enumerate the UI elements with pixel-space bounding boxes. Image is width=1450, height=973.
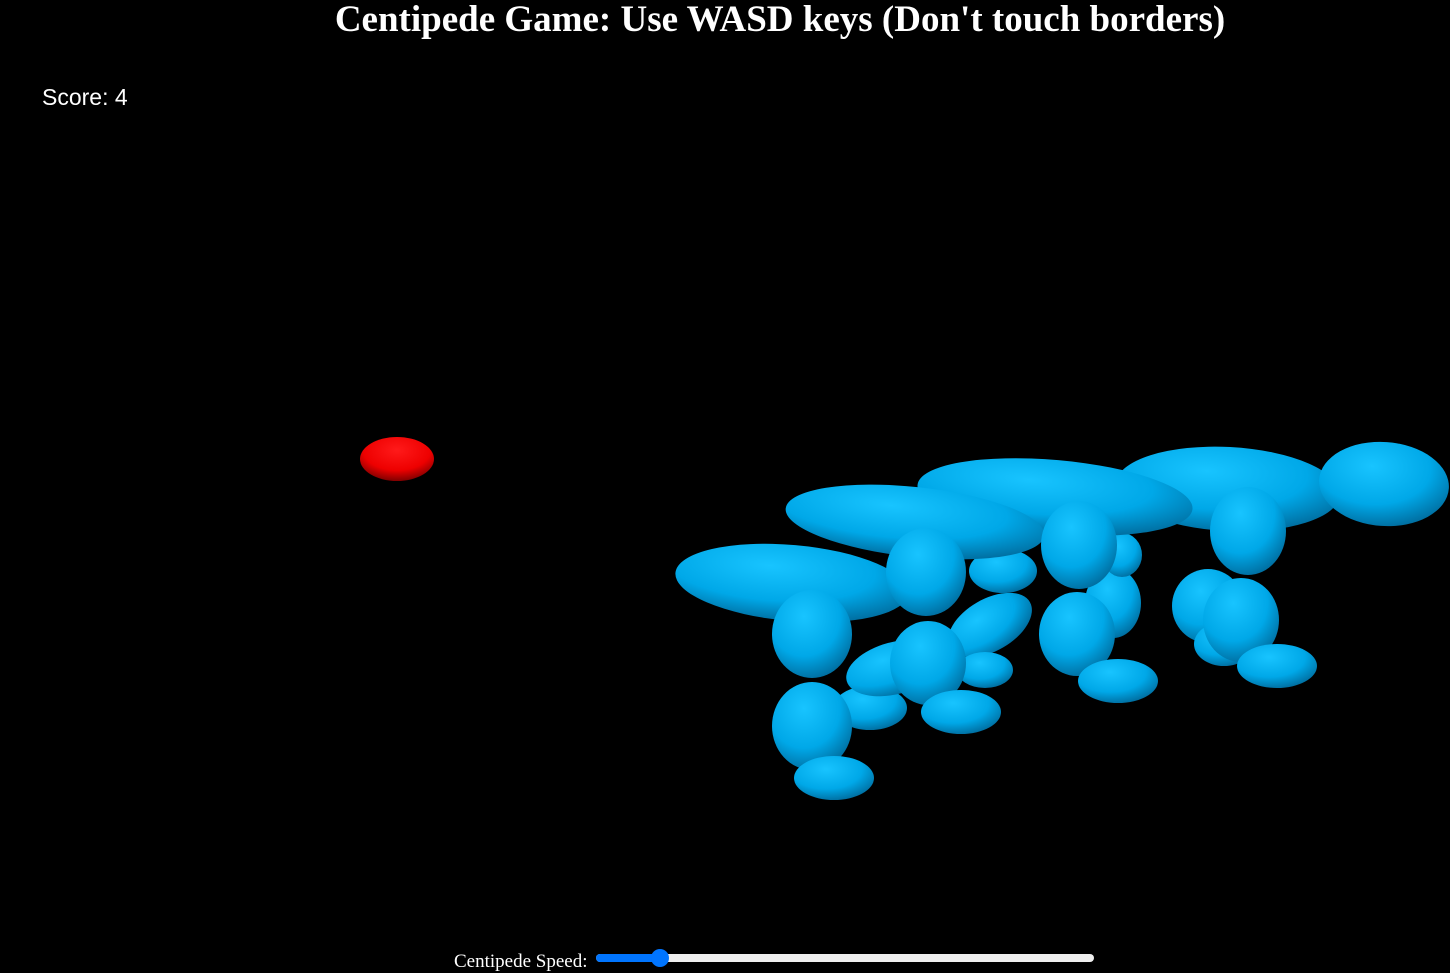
centipede-leg: [772, 682, 852, 770]
centipede: [675, 441, 1449, 800]
centipede-leg: [1237, 644, 1317, 688]
page-title: Centipede Game: Use WASD keys (Don't tou…: [334, 0, 1226, 40]
centipede-leg: [886, 528, 966, 616]
centipede-leg: [1210, 487, 1286, 575]
centipede-head: [1319, 441, 1449, 527]
centipede-leg: [957, 652, 1013, 688]
centipede-leg: [921, 690, 1001, 734]
centipede-leg: [948, 592, 1032, 658]
speed-slider-thumb[interactable]: [651, 949, 670, 967]
centipede-leg: [1078, 659, 1158, 703]
speed-slider-fill: [595, 954, 661, 962]
centipede-leg: [890, 621, 966, 705]
food-pellet: [360, 437, 434, 481]
centipede-leg: [1039, 592, 1115, 676]
centipede-leg: [772, 590, 852, 678]
score-display: Score: 4: [42, 84, 128, 110]
centipede-leg: [1041, 501, 1117, 589]
centipede-segment: [675, 543, 909, 623]
centipede-leg: [833, 686, 907, 730]
speed-label: Centipede Speed:: [454, 951, 588, 972]
centipede-leg: [794, 756, 874, 800]
centipede-segment: [785, 484, 1045, 560]
centipede-leg: [1203, 578, 1279, 662]
centipede-leg: [969, 549, 1037, 593]
speed-control: Centipede Speed:: [454, 945, 1094, 972]
speed-slider[interactable]: [595, 949, 1094, 967]
